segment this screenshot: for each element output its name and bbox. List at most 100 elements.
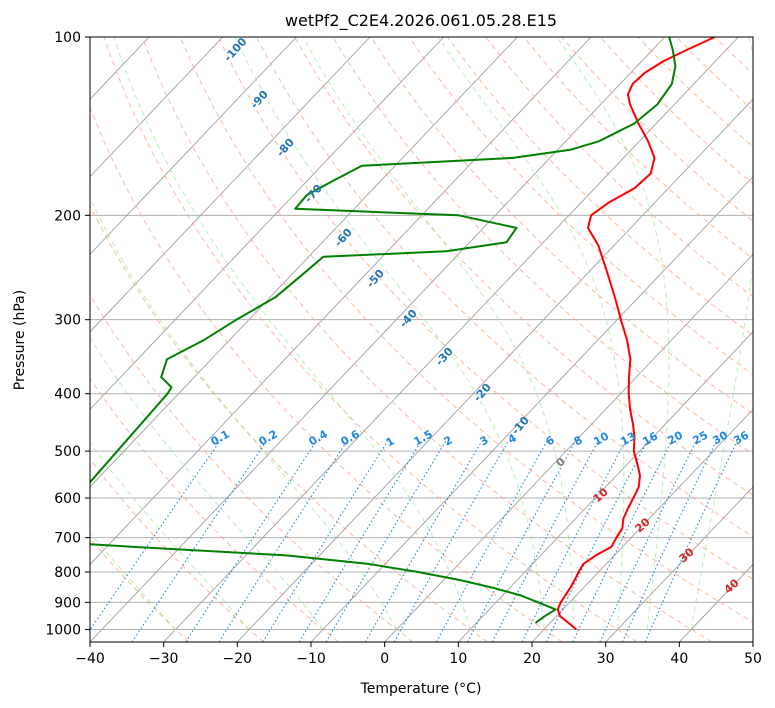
- isotherm-line: [679, 563, 753, 642]
- mixing-ratio-line: [491, 440, 599, 642]
- dry-adiabat-line: [637, 37, 753, 148]
- dry-adiabat-line: [752, 37, 753, 39]
- y-tick-label: 700: [54, 531, 81, 547]
- sounding-series: [90, 37, 716, 631]
- moist-adiabat-line: [90, 442, 250, 630]
- y-tick-label: 100: [54, 30, 81, 46]
- mixing-ratio-label: 1.5: [412, 427, 435, 448]
- plot-frame: [89, 36, 754, 643]
- mixing-ratio-line: [621, 440, 718, 642]
- isotherm-line: [90, 37, 371, 333]
- isotherm-line: [752, 641, 753, 642]
- dry-adiabat-line: [217, 37, 753, 580]
- dry-adiabat-line: [714, 37, 753, 75]
- y-axis-label: Pressure (hPa): [12, 290, 28, 390]
- mixing-ratio-label: 0.6: [339, 427, 363, 448]
- x-tick-label: −30: [149, 651, 179, 667]
- x-tick-label: 30: [597, 651, 615, 667]
- dry-adiabat-label: -40: [397, 307, 420, 331]
- mixing-ratio-line: [364, 440, 483, 642]
- dry-adiabat-label: -80: [274, 136, 297, 160]
- moist-adiabat-label: 30: [677, 545, 697, 565]
- mixing-ratio-label: 6: [544, 433, 557, 448]
- mixing-ratio-label: 1: [384, 434, 397, 449]
- mixing-ratio-label: 0.4: [307, 427, 331, 448]
- dry-adiabat-label: -50: [364, 267, 387, 291]
- x-tick-label: 10: [449, 651, 467, 667]
- y-tick-label: 600: [54, 491, 81, 507]
- dry-adiabat-label: -30: [433, 345, 456, 369]
- mixing-ratio-label: 25: [690, 429, 710, 448]
- dry-adiabat-line: [90, 377, 339, 642]
- x-tick-label: 50: [744, 651, 762, 667]
- mixing-ratio-line: [185, 440, 318, 642]
- isotherm-line: [90, 37, 592, 566]
- isotherm-line: [163, 37, 739, 642]
- dry-adiabat-line: [485, 37, 753, 298]
- mixing-ratio-line: [298, 440, 422, 642]
- moist-adiabat-line: [90, 336, 324, 630]
- y-tick-label: 200: [54, 208, 81, 224]
- isotherm-line: [90, 37, 445, 411]
- mixing-ratio-line: [572, 440, 673, 642]
- dry-adiabat-label: -100: [221, 35, 249, 64]
- moist-adiabat-line: [113, 37, 471, 630]
- isotherm-line: [90, 37, 297, 255]
- isotherm-line: [90, 37, 224, 178]
- moist-adiabat-line: [690, 37, 753, 630]
- y-tick-label: 900: [54, 595, 81, 611]
- isotherm-line: [90, 37, 666, 642]
- dry-adiabat-line: [523, 37, 753, 260]
- moist-adiabat-label: 10: [591, 485, 611, 505]
- moist-adiabat-line: [556, 37, 670, 630]
- y-tick-label: 800: [54, 565, 81, 581]
- dry-adiabat-line: [90, 106, 563, 642]
- isotherm-line: [90, 37, 518, 488]
- mixing-ratio-line: [131, 440, 268, 642]
- mixing-ratio-label: 0.1: [209, 427, 232, 448]
- dry-adiabat-line: [294, 37, 753, 496]
- y-tick-label: 1000: [45, 622, 81, 638]
- mixing-ratio-line: [467, 440, 577, 642]
- dry-adiabat-line: [332, 37, 753, 455]
- x-tick-label: −10: [296, 651, 326, 667]
- mixing-ratio-line: [545, 440, 648, 642]
- background-grid: [0, 37, 753, 642]
- mixing-ratio-line: [218, 440, 348, 642]
- x-tick-label: −40: [75, 651, 105, 667]
- dry-adiabat-line: [90, 293, 414, 642]
- axes: −40 −30 −20 −10 0 10 20 30 40 5010009008007006005…: [45, 30, 762, 667]
- mixing-ratio-line: [262, 440, 389, 642]
- isotherm-line: [384, 253, 753, 642]
- dry-adiabat-line: [90, 204, 488, 642]
- dewpoint-profile-line: [90, 37, 677, 624]
- mixing-ratio-line: [644, 440, 738, 642]
- mixing-ratio-label: 20: [665, 428, 685, 447]
- mixing-ratio-label: 10: [591, 429, 611, 448]
- x-tick-label: 0: [380, 651, 389, 667]
- isotherm-line: [0, 37, 2, 642]
- x-tick-label: −20: [223, 651, 253, 667]
- dry-adiabat-line: [256, 37, 753, 538]
- mixing-ratio-label: 36: [731, 428, 751, 447]
- mixing-ratio-label: 2: [442, 433, 455, 448]
- moist-adiabat-line: [234, 37, 545, 630]
- temperature-profile-line: [556, 37, 716, 631]
- isotherm-line: [531, 408, 753, 642]
- dry-adiabat-line: [179, 37, 753, 623]
- chart-title: wetPf2_C2E4.2026.061.05.28.E15: [285, 11, 557, 31]
- mixing-ratio-line: [393, 440, 510, 642]
- mixing-ratio-label: 13: [618, 430, 638, 449]
- isotherm-line: [605, 486, 753, 642]
- x-tick-label: 40: [670, 651, 688, 667]
- mixing-ratio-label: 8: [572, 433, 585, 448]
- dry-adiabat-line: [90, 537, 190, 642]
- moist-adiabat-line: [437, 37, 625, 630]
- dry-adiabat-line: [408, 37, 753, 375]
- isotherm-line: [458, 331, 753, 642]
- dry-adiabat-label: -90: [248, 88, 271, 112]
- mixing-ratio-line: [435, 440, 548, 642]
- isotherm-line: [310, 176, 753, 642]
